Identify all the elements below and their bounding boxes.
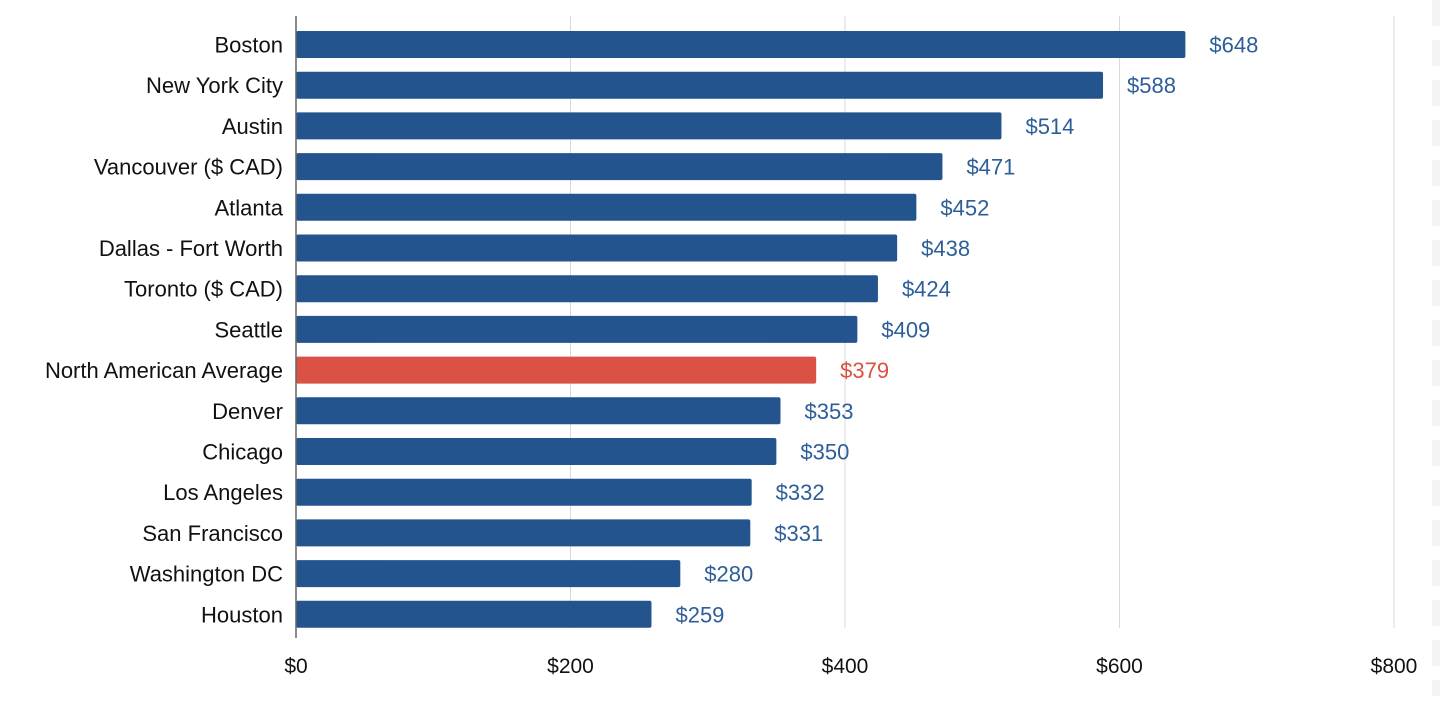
value-label: $331 bbox=[774, 521, 823, 546]
bar bbox=[296, 600, 652, 628]
category-label: Houston bbox=[201, 602, 283, 627]
value-label: $332 bbox=[776, 480, 825, 505]
category-label: New York City bbox=[146, 73, 283, 98]
x-tick-label: $400 bbox=[822, 655, 869, 678]
category-labels: Boston New York City Austin Vancouver ($ CA… bbox=[45, 33, 284, 628]
x-tick-label: $200 bbox=[547, 655, 594, 678]
bars bbox=[296, 31, 1186, 628]
value-label: $379 bbox=[840, 358, 889, 383]
bar bbox=[296, 560, 681, 588]
category-label: North American Average bbox=[45, 358, 283, 383]
bar bbox=[296, 519, 751, 547]
x-tick-label: $800 bbox=[1371, 655, 1418, 678]
bar bbox=[296, 234, 898, 262]
category-label: Seattle bbox=[215, 317, 284, 342]
bar bbox=[296, 478, 752, 506]
category-label: Austin bbox=[222, 114, 283, 139]
value-label: $350 bbox=[800, 440, 849, 465]
value-label: $409 bbox=[881, 317, 930, 342]
category-label: Los Angeles bbox=[163, 480, 283, 505]
value-labels: $648 $588 $514 $471 $452 $438 $424 $409 $379 $353… bbox=[675, 33, 1258, 628]
bar bbox=[296, 193, 917, 221]
right-edge-strip bbox=[1432, 0, 1440, 696]
bar bbox=[296, 31, 1186, 58]
category-label: San Francisco bbox=[142, 521, 283, 546]
category-label: Denver bbox=[212, 399, 283, 424]
category-label: Chicago bbox=[202, 440, 283, 465]
bar bbox=[296, 71, 1104, 99]
bar bbox=[296, 112, 1002, 140]
category-label: Dallas - Fort Worth bbox=[99, 236, 283, 261]
value-label: $588 bbox=[1127, 73, 1176, 98]
category-label: Vancouver ($ CAD) bbox=[94, 155, 283, 180]
bar bbox=[296, 438, 777, 465]
value-label: $514 bbox=[1025, 114, 1074, 139]
bar bbox=[296, 153, 943, 181]
bar bbox=[296, 397, 781, 425]
x-tick-label: $0 bbox=[284, 655, 307, 678]
value-label: $259 bbox=[675, 602, 724, 627]
category-label: Boston bbox=[215, 33, 284, 58]
category-label: Atlanta bbox=[215, 195, 284, 220]
category-label: Washington DC bbox=[130, 562, 283, 587]
value-label: $353 bbox=[804, 399, 853, 424]
value-label: $438 bbox=[921, 236, 970, 261]
x-axis-ticks: $0 $200 $400 $600 $800 bbox=[284, 655, 1417, 678]
bar-highlight bbox=[296, 356, 817, 384]
x-tick-label: $600 bbox=[1096, 655, 1143, 678]
value-label: $452 bbox=[940, 195, 989, 220]
value-label: $280 bbox=[704, 562, 753, 587]
value-label: $471 bbox=[966, 155, 1015, 180]
bar bbox=[296, 315, 858, 343]
value-label: $648 bbox=[1209, 33, 1258, 58]
bar bbox=[296, 275, 878, 303]
category-label: Toronto ($ CAD) bbox=[124, 277, 283, 302]
value-label: $424 bbox=[902, 277, 951, 302]
